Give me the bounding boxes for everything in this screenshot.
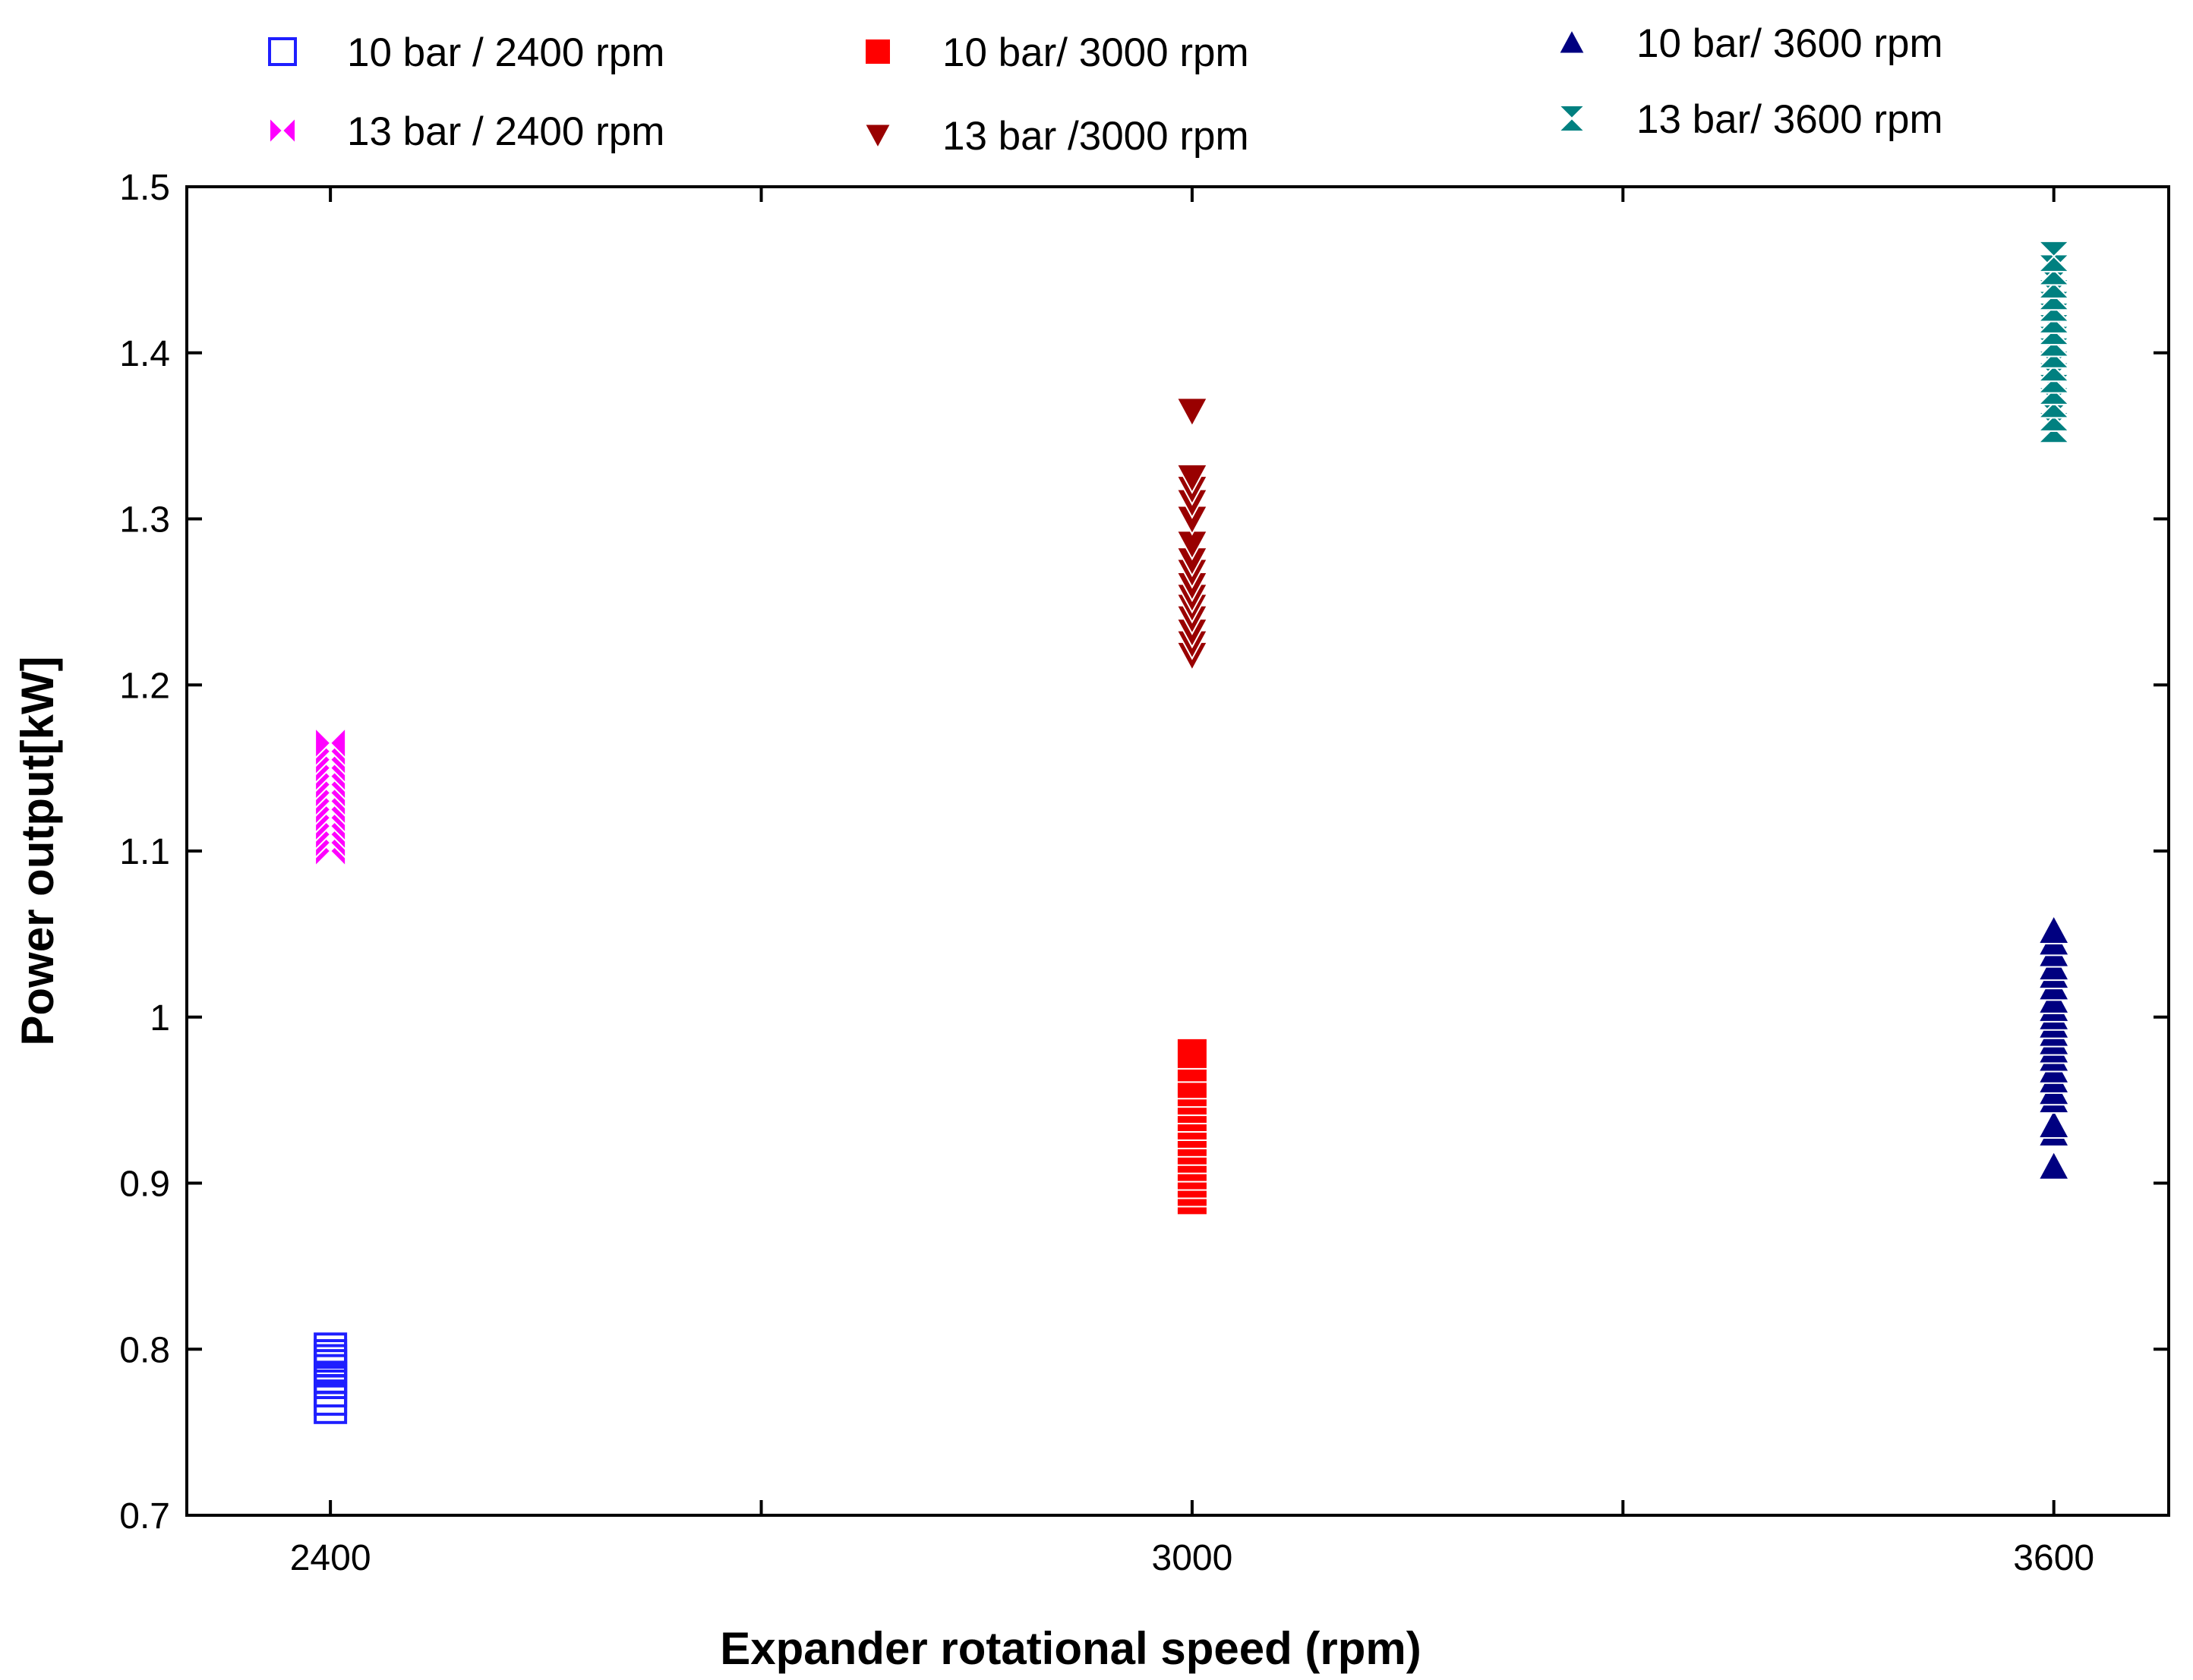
series-13-bar-3600-rpm xyxy=(2037,240,2072,444)
legend-marker xyxy=(1557,105,1587,132)
y-tick-label: 1.2 xyxy=(119,666,170,706)
series-13-bar-3000-rpm xyxy=(1175,397,1209,672)
legend-item: 13 bar/ 3600 rpm xyxy=(1557,97,1943,142)
legend-item: 10 bar/ 3600 rpm xyxy=(1557,21,1943,66)
legend-marker xyxy=(863,123,892,150)
legend-item: 13 bar /3000 rpm xyxy=(863,114,1249,159)
data-point xyxy=(1175,463,1209,494)
y-tick-label: 1 xyxy=(150,998,170,1039)
legend-label: 13 bar/ 3600 rpm xyxy=(1636,97,1943,142)
plot-frame xyxy=(185,185,2170,1517)
data-point xyxy=(314,726,347,761)
legend-item: 10 bar/ 3000 rpm xyxy=(864,30,1249,75)
data-point xyxy=(2037,913,2071,944)
series-10-bar-3600-rpm xyxy=(2037,913,2071,1180)
y-tick-label: 0.7 xyxy=(119,1496,170,1537)
series-13-bar-2400-rpm xyxy=(314,726,347,868)
data-point xyxy=(2037,240,2072,273)
legend-marker xyxy=(864,38,891,65)
tick-labels: 0.7 0.8 0.9 1 1.1 1.2 1.3 1.4 1.5 2400 3000 3600 xyxy=(119,168,2094,1578)
y-tick-label: 1.4 xyxy=(119,334,170,374)
series-10-bar-3000-rpm xyxy=(1175,1037,1208,1216)
x-tick-label: 3600 xyxy=(2013,1538,2094,1578)
legend-marker xyxy=(269,115,296,146)
y-tick-label: 0.9 xyxy=(119,1165,170,1205)
legend-marker xyxy=(268,37,297,66)
data-point xyxy=(2037,1149,2071,1180)
plot-markers xyxy=(314,240,2072,1424)
legend-item: 13 bar / 2400 rpm xyxy=(269,109,664,154)
x-axis-title: Expander rotational speed (rpm) xyxy=(720,1623,1422,1674)
data-point xyxy=(2037,1108,2071,1139)
y-tick-label: 1.5 xyxy=(119,168,170,208)
series-10-bar-2400-rpm xyxy=(314,1332,348,1424)
x-tick-label: 3000 xyxy=(1152,1538,1233,1578)
data-point xyxy=(1175,1037,1208,1070)
legend-label: 13 bar / 2400 rpm xyxy=(347,109,664,154)
y-axis-title: Power output[kW] xyxy=(12,656,63,1045)
legend-marker xyxy=(1557,27,1586,55)
legend-label: 13 bar /3000 rpm xyxy=(942,114,1249,159)
legend: 10 bar / 2400 rpm 13 bar / 2400 rpm 10 bar… xyxy=(268,21,1943,159)
y-tick-label: 1.1 xyxy=(119,832,170,872)
axis-ticks xyxy=(187,185,2169,1517)
data-point xyxy=(314,1332,348,1366)
legend-label: 10 bar/ 3600 rpm xyxy=(1636,21,1943,66)
legend-label: 10 bar / 2400 rpm xyxy=(347,30,664,75)
data-point xyxy=(1175,397,1209,428)
legend-item: 10 bar / 2400 rpm xyxy=(268,30,664,75)
legend-label: 10 bar/ 3000 rpm xyxy=(942,30,1249,75)
x-tick-label: 2400 xyxy=(290,1538,371,1578)
y-tick-label: 1.3 xyxy=(119,500,170,541)
y-tick-label: 0.8 xyxy=(119,1330,170,1370)
